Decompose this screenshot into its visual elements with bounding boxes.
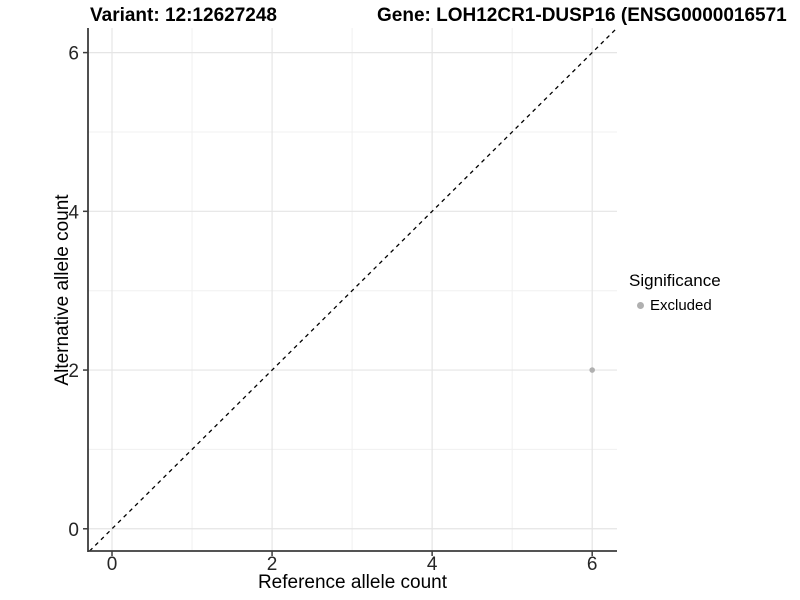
legend: Significance Excluded [629, 271, 721, 314]
legend-item-excluded: Excluded [629, 297, 721, 314]
x-axis-title: Reference allele count [257, 572, 448, 593]
x-tick-label: 6 [587, 554, 598, 575]
x-tick-label: 0 [107, 554, 118, 575]
gene-title: Gene: LOH12CR1-DUSP16 (ENSG0000016571 [377, 5, 787, 26]
y-tick-label: 0 [68, 520, 79, 541]
x-tick-label: 2 [267, 554, 278, 575]
y-tick-label: 4 [68, 202, 79, 223]
legend-title: Significance [629, 271, 721, 290]
x-tick-label: 4 [427, 554, 438, 575]
variant-title: Variant: 12:12627248 [90, 5, 277, 26]
data-point [589, 367, 595, 373]
legend-item-label: Excluded [650, 297, 712, 314]
y-axis-title: Alternative allele count [52, 194, 73, 386]
identity-dashed-line [89, 27, 618, 552]
y-tick-label: 2 [68, 361, 79, 382]
excluded-point-swatch-icon [637, 302, 644, 309]
y-tick-label: 6 [68, 44, 79, 65]
